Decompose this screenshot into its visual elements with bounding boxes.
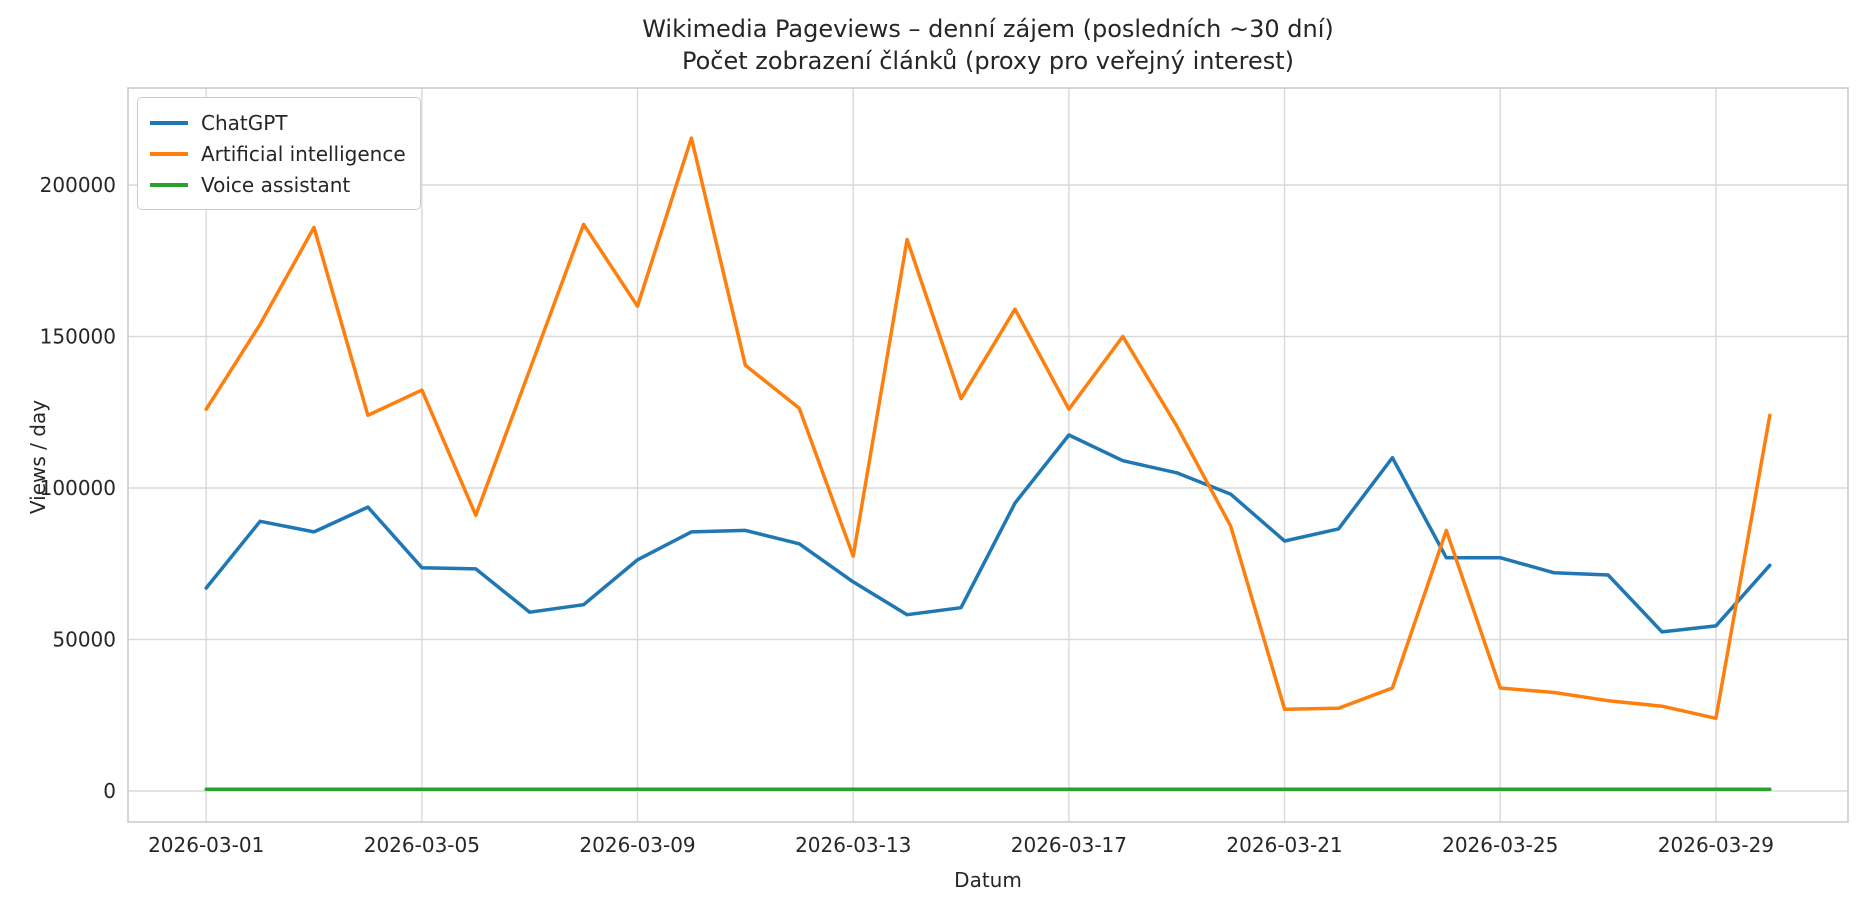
y-tick-labels: 0 50000 100000 150000 200000 — [40, 173, 116, 803]
x-tick-label: 2026-03-13 — [795, 833, 911, 857]
legend-item-artificial-intelligence: Artificial intelligence — [150, 138, 406, 169]
x-tick-label: 2026-03-17 — [1011, 833, 1127, 857]
chart-title: Wikimedia Pageviews – denní zájem (posle… — [642, 15, 1334, 43]
plot-border — [127, 87, 1849, 823]
x-tick-label: 2026-03-21 — [1226, 833, 1342, 857]
legend-item-chatgpt: ChatGPT — [150, 107, 406, 138]
x-tick-label: 2026-03-09 — [579, 833, 695, 857]
legend: ChatGPT Artificial intelligence Voice assi… — [137, 97, 421, 210]
x-tick-labels: 2026-03-01 2026-03-05 2026-03-09 2026-03-13… — [148, 833, 1774, 857]
y-tick-label: 150000 — [40, 324, 116, 348]
chart-subtitle: Počet zobrazení článků (proxy pro veřejn… — [681, 47, 1295, 75]
line-artificial-intelligence — [204, 136, 1772, 721]
legend-line-swatch — [150, 182, 188, 187]
legend-item-voice-assistant: Voice assistant — [150, 169, 406, 200]
y-tick-label: 100000 — [40, 476, 116, 500]
y-tick-label: 0 — [103, 779, 116, 803]
legend-label: ChatGPT — [201, 110, 288, 135]
y-tick-label: 50000 — [52, 627, 116, 651]
x-tick-label: 2026-03-01 — [148, 833, 264, 857]
legend-line-swatch — [150, 151, 188, 156]
x-tick-label: 2026-03-29 — [1658, 833, 1774, 857]
x-tick-label: 2026-03-05 — [364, 833, 480, 857]
y-tick-label: 200000 — [40, 173, 116, 197]
legend-label: Voice assistant — [201, 172, 351, 197]
x-tick-label: 2026-03-25 — [1442, 833, 1558, 857]
legend-line-swatch — [150, 120, 188, 125]
x-axis-label: Datum — [954, 868, 1022, 892]
legend-label: Artificial intelligence — [201, 141, 406, 166]
y-axis-label: Views / day — [26, 399, 50, 515]
line-chatgpt — [204, 433, 1772, 634]
